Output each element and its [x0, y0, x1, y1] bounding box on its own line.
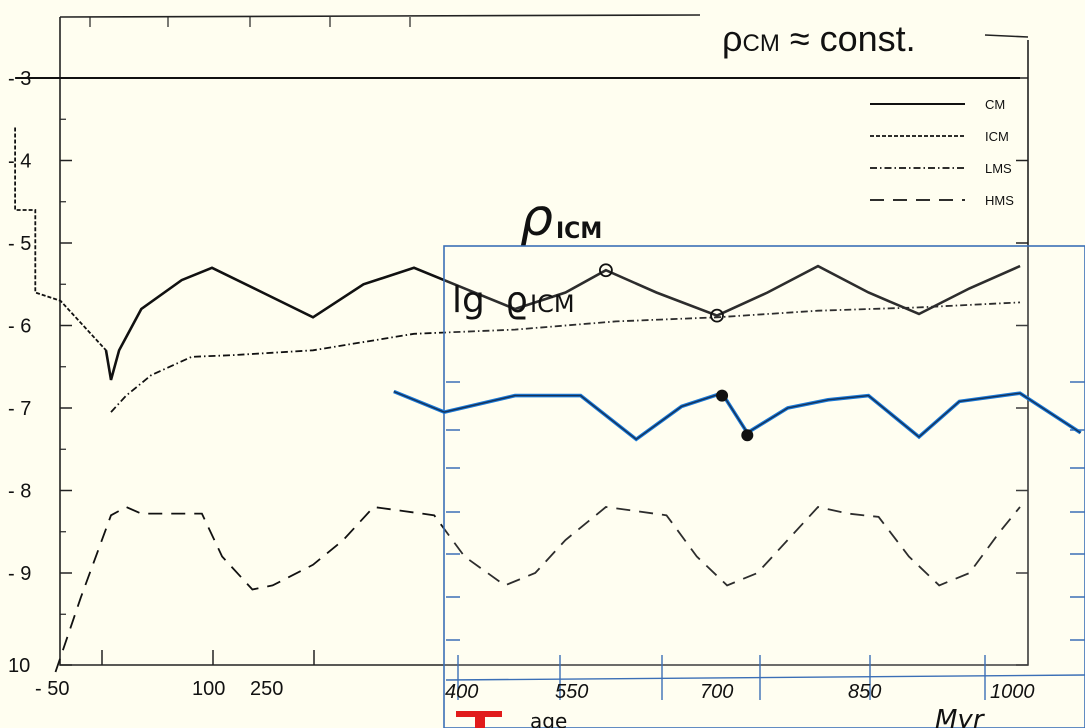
legend-label-icm: ICM	[985, 129, 1009, 144]
inset-marker-circle	[710, 308, 724, 323]
header-note: ρCM ≈ const.	[722, 18, 916, 60]
inset-label-rho: ϱ	[505, 280, 528, 321]
inset-x-tick-labels: 400 550 700 850 1000	[445, 681, 1035, 703]
inset-frame	[443, 245, 1085, 728]
y-tick-label: - 5	[8, 233, 31, 255]
header-note-sub: CM	[742, 30, 780, 57]
y-tick-label: - 7	[8, 398, 31, 420]
inset-unit-label: Myr	[935, 705, 986, 728]
legend-label-cm: CM	[985, 97, 1005, 112]
inset-x-tick-label: 1000	[990, 681, 1035, 703]
inset-panel: lg ϱ ICM 400 550 700 850 1000 age Myr	[393, 245, 1085, 728]
y-axis-ticks: - 3- 4- 5- 6- 7- 8- 910	[8, 68, 1028, 677]
legend: CM ICM LMS HMS	[870, 97, 1014, 208]
series-line-icm-bold	[104, 264, 1021, 381]
y-tick-label: - 6	[8, 316, 31, 338]
y-tick-label: - 8	[8, 481, 31, 503]
inset-marker-circle	[599, 263, 613, 278]
rho-icm-annotation-sub: ICM	[556, 219, 602, 244]
rho-icm-annotation-rho: ρ	[520, 188, 553, 248]
inset-red-tag-bar	[456, 711, 502, 717]
inset-tick-marks	[445, 381, 1085, 700]
y-tick-label: 10	[8, 655, 30, 677]
inset-marker-dot	[716, 389, 729, 402]
inset-below-label: age	[530, 709, 567, 728]
inset-blue-curve	[393, 263, 1082, 442]
x-tick-label: 250	[250, 678, 283, 700]
header-note-rho: ρ	[722, 18, 743, 59]
y-tick-label: - 4	[8, 151, 31, 173]
inset-marker-dot	[741, 429, 754, 442]
inset-x-tick-label: 550	[555, 681, 588, 703]
x-tick-label: - 50	[35, 678, 69, 700]
x-axis-ticks: - 50 100 250	[35, 17, 411, 700]
inset-label-lg: lg	[452, 280, 485, 321]
header-note-rest: ≈ const.	[779, 18, 916, 59]
inset-x-tick-label: 700	[700, 681, 733, 703]
inset-axis-line	[445, 674, 1085, 681]
series-line-hms	[54, 505, 1021, 673]
series-group	[14, 77, 1021, 673]
inset-x-tick-label: 400	[445, 681, 478, 703]
inset-red-tag-stem	[475, 714, 485, 728]
x-tick-label: 100	[192, 678, 225, 700]
legend-label-hms: HMS	[985, 193, 1014, 208]
series-line-lms	[110, 301, 1021, 413]
inset-label-sub: ICM	[530, 290, 575, 318]
legend-label-lms: LMS	[985, 161, 1012, 176]
rho-icm-annotation: ρ ICM	[520, 188, 602, 248]
plot-frame	[59, 14, 1029, 666]
y-tick-label: - 9	[8, 563, 31, 585]
inset-x-tick-label: 850	[848, 681, 881, 703]
